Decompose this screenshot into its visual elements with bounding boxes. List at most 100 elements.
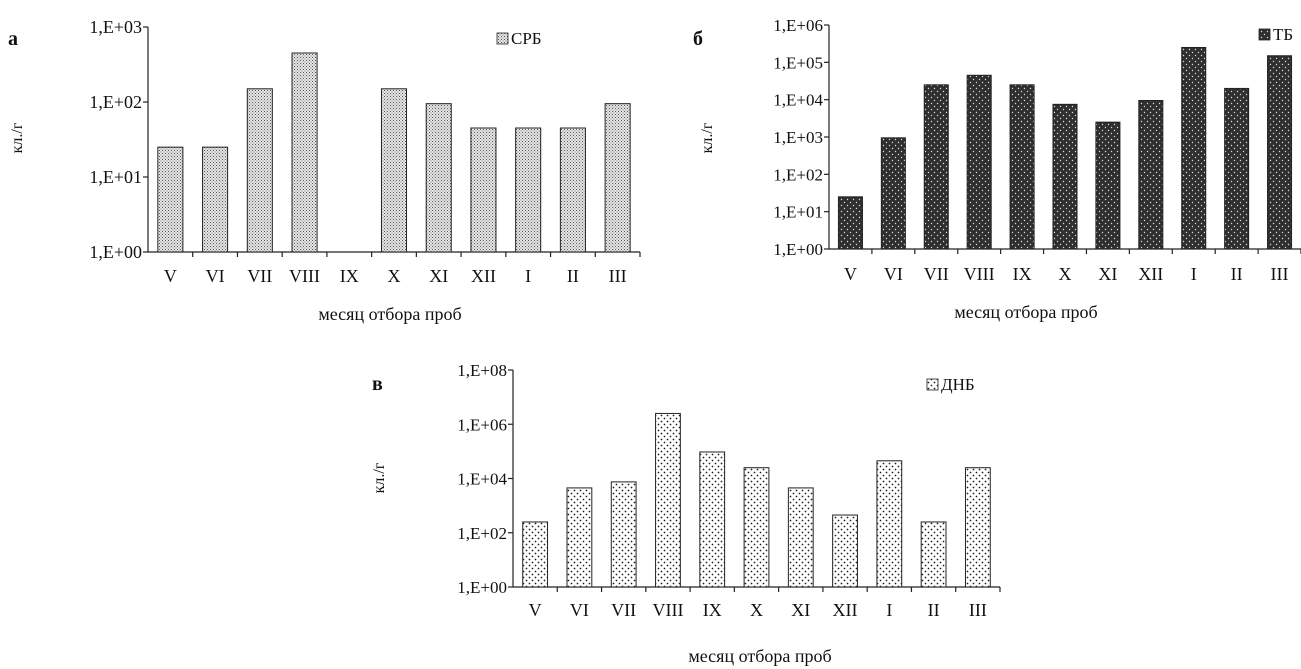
bar [880,137,906,250]
x-tick-label: IX [703,600,722,620]
x-tick-label: X [750,600,763,620]
bar [604,103,631,253]
legend-swatch [926,378,939,391]
x-tick-label: III [1271,264,1289,284]
x-tick-label: II [928,600,940,620]
y-tick-label: 1,E+02 [773,165,823,184]
x-tick-label: XI [791,600,810,620]
y-tick-label: 1,E+01 [89,167,142,187]
y-tick-label: 1,E+06 [457,415,507,434]
y-tick-label: 1,E+06 [773,16,823,35]
y-tick-label: 1,E+05 [773,53,823,72]
bar [246,88,273,253]
x-tick-label: I [886,600,892,620]
legend-label: ТБ [1273,25,1293,44]
x-tick-label: X [1059,264,1072,284]
x-tick-label: VI [884,264,903,284]
bar [964,467,991,588]
bar [202,146,229,253]
y-tick-label: 1,E+00 [457,578,507,597]
x-tick-label: XII [1138,264,1163,284]
bar [1224,87,1250,250]
y-tick-label: 1,E+01 [773,203,823,222]
panel-label: а [8,28,18,50]
bar [425,103,452,253]
x-tick-label: VIII [289,266,320,286]
y-axis-label: кл./г [371,462,388,493]
bar [920,521,947,588]
bar [566,487,593,588]
x-tick-label: XI [429,266,448,286]
bar [876,460,903,588]
bar [559,127,586,253]
x-tick-label: V [844,264,857,284]
x-tick-label: III [969,600,987,620]
chart-panel-b: б кл./г месяц отбора проб ТБ 1,E+00 1,E+0… [693,16,1301,322]
x-tick-label: X [388,266,401,286]
y-tick-label: 1,E+00 [773,240,823,259]
x-tick-label: I [525,266,531,286]
x-tick-label: VII [924,264,949,284]
y-axis-label: кл./г [699,122,716,153]
x-tick-label: III [609,266,627,286]
bar [966,74,992,250]
legend-label: СРБ [511,29,542,48]
x-tick-label: VII [247,266,272,286]
x-tick-label: I [1191,264,1197,284]
legend: СРБ [496,29,542,48]
bar [380,88,408,253]
bar [1095,121,1121,250]
bar [787,487,814,588]
x-axis-label: месяц отбора проб [318,304,461,324]
x-tick-label: VIII [652,600,683,620]
y-tick-label: 1,E+04 [773,91,823,110]
legend: ДНБ [926,375,975,394]
bar [837,196,863,250]
legend-swatch [496,32,509,45]
y-tick-label: 1,E+04 [457,470,507,489]
bar [291,52,318,253]
legend-swatch [1258,28,1271,41]
bar [610,481,637,588]
y-tick-label: 1,E+02 [457,524,507,543]
x-tick-label: VIII [964,264,995,284]
x-tick-label: VII [611,600,636,620]
legend-label: ДНБ [941,375,975,394]
x-tick-label: XI [1098,264,1117,284]
x-tick-label: XII [833,600,858,620]
x-axis-label: месяц отбора проб [954,302,1097,322]
y-axis-label: кл./г [9,122,26,153]
bar [1052,103,1078,250]
x-tick-label: II [567,266,579,286]
bar [743,467,770,588]
x-tick-label: V [529,600,542,620]
y-tick-label: 1,E+03 [773,128,823,147]
bar [1181,46,1207,250]
x-tick-label: IX [1013,264,1032,284]
panel-label: б [693,28,703,50]
bar [515,127,542,253]
bar [655,412,681,588]
x-tick-label: XII [471,266,496,286]
bar [157,146,184,253]
y-tick-label: 1,E+00 [89,242,142,262]
bar [522,521,549,588]
y-tick-label: 1,E+02 [89,92,142,112]
bar [470,127,497,253]
bar [699,451,726,588]
bar [923,84,949,250]
panel-label: в [372,373,383,395]
bar [1138,99,1164,250]
x-tick-label: VI [570,600,589,620]
legend: ТБ [1258,25,1293,44]
x-tick-label: VI [206,266,225,286]
bar [832,514,858,588]
y-tick-label: 1,E+03 [89,17,142,37]
x-tick-label: V [164,266,177,286]
chart-panel-c: в кл./г месяц отбора проб ДНБ 1,E+00 1,E+… [371,361,1001,666]
bar [1009,84,1035,250]
x-tick-label: II [1231,264,1243,284]
y-tick-label: 1,E+08 [457,361,507,380]
chart-panel-a: а кл./г месяц отбора проб СРБ 1,E+00 1,E+… [8,17,641,324]
